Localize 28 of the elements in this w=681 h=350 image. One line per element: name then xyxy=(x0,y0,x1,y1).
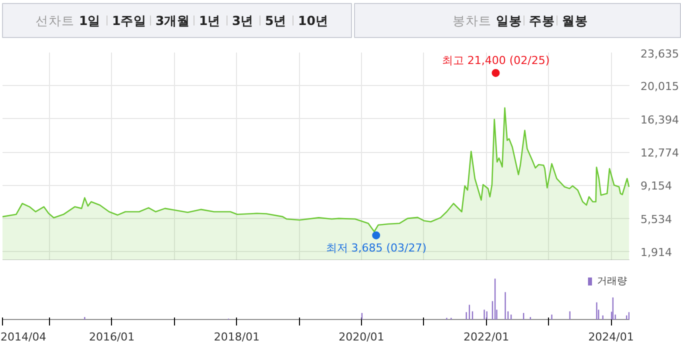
x-tick-label: 2024/01 xyxy=(588,330,634,344)
text: 주봉 xyxy=(529,13,555,28)
text: 월봉 xyxy=(562,13,588,28)
x-tick-label: 2020/01 xyxy=(338,330,384,344)
data-label: 최저 3,685 (03/27) xyxy=(326,241,427,254)
y-tick-label: 12,774 xyxy=(640,146,679,160)
text: 선차트 xyxy=(36,13,74,28)
x-tick-label: 2022/01 xyxy=(463,330,510,344)
text: 10년 xyxy=(298,13,328,28)
text: 1주일 xyxy=(112,13,147,28)
x-tick-label: 2016/01 xyxy=(88,330,135,344)
y-tick-label: 9,154 xyxy=(640,180,672,193)
text: 1일 xyxy=(79,13,101,28)
text: 5년 xyxy=(265,13,287,28)
y-tick-label: 23,635 xyxy=(640,48,679,60)
text: 일봉 xyxy=(496,13,522,28)
y-tick-label: 5,534 xyxy=(640,212,672,226)
data-label: 최고 21,400 (02/25) xyxy=(442,54,550,67)
text: 봉차트 xyxy=(452,13,492,28)
x-tick-label: 2014/04 xyxy=(0,330,46,344)
text: 3개월 xyxy=(156,13,190,28)
y-tick-label: 20,015 xyxy=(640,80,679,94)
y-tick-label: 16,394 xyxy=(640,113,679,126)
text: 3년 xyxy=(232,13,254,28)
text: 1년 xyxy=(199,13,221,28)
x-tick-label: 2018/01 xyxy=(214,330,260,344)
y-tick-label: 1,914 xyxy=(640,246,672,260)
legend-label: 거래량 xyxy=(597,275,627,288)
